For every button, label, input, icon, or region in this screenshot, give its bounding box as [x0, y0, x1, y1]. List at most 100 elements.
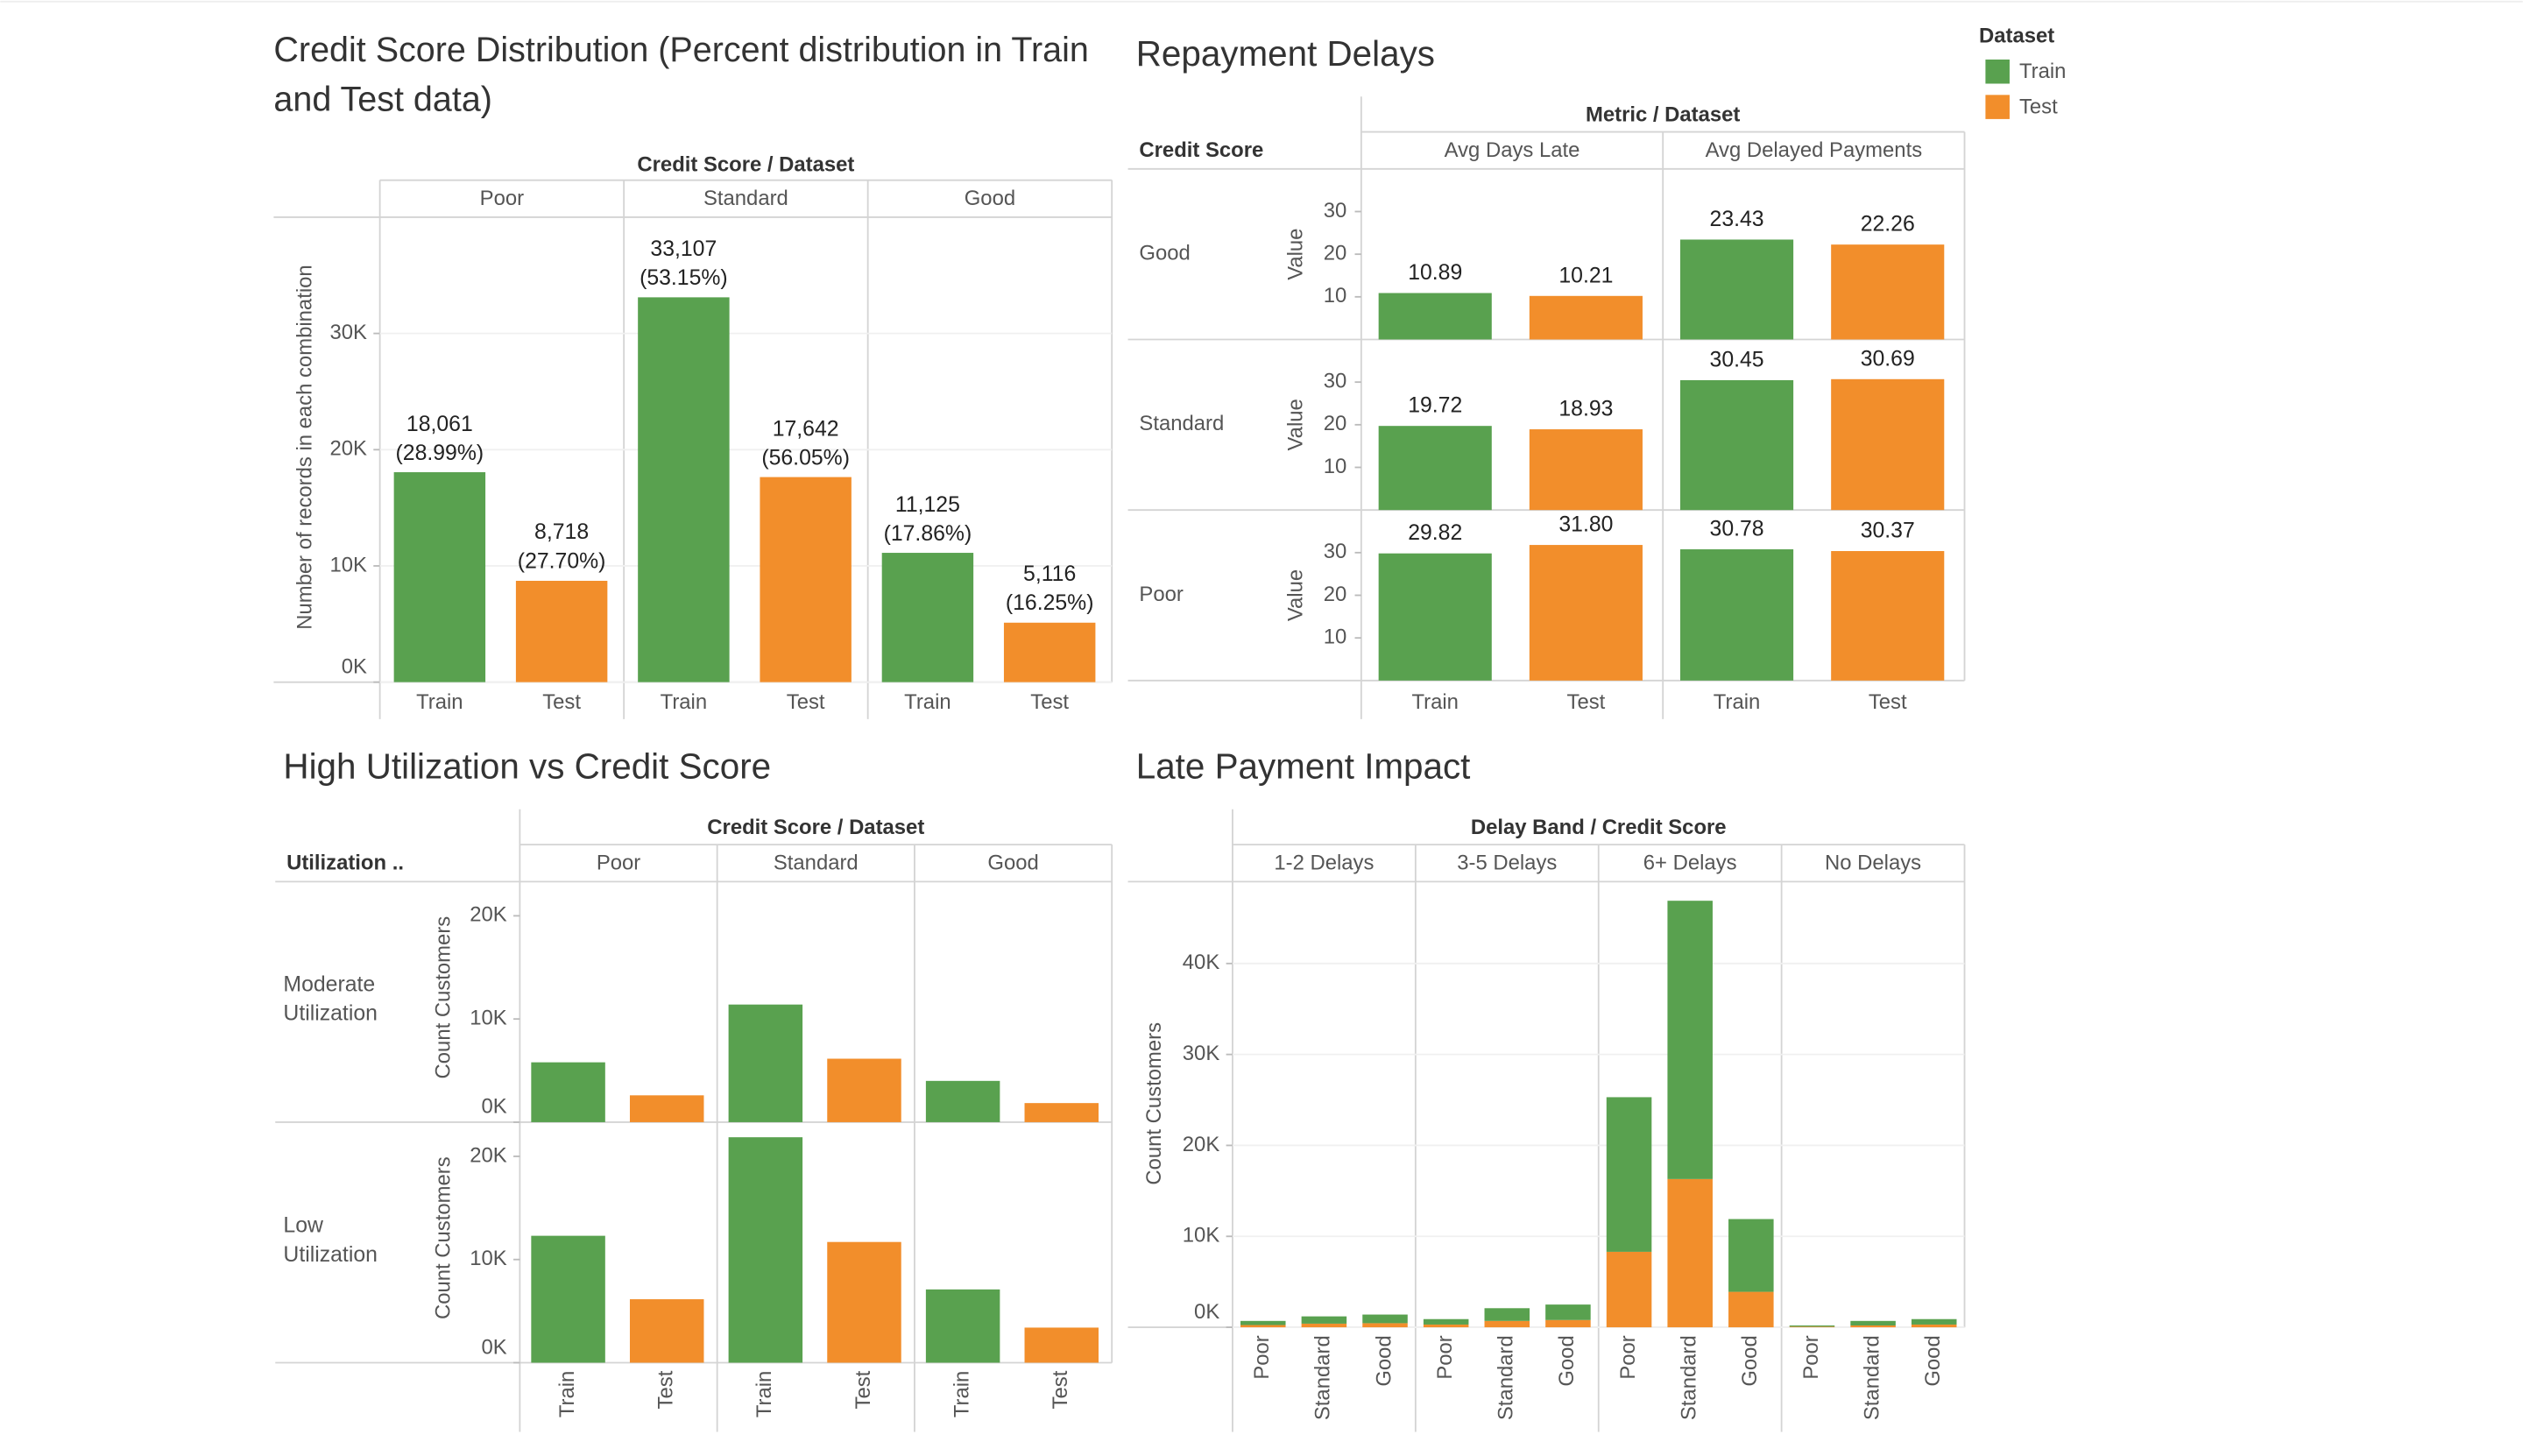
y-tick-label: 30K [329, 321, 367, 344]
bar [728, 1137, 803, 1363]
column-header: Credit Score / Dataset [707, 816, 924, 839]
value-label-box: 5,116 (16.25%) [1005, 561, 1094, 615]
y-tick-label: 10K [470, 1006, 507, 1029]
row-header: Utilization .. [286, 851, 404, 874]
bar [728, 1004, 803, 1122]
row-label: Low Utilization [283, 1212, 378, 1266]
bar [1024, 1327, 1099, 1363]
x-tick-label: Test [1049, 1370, 1072, 1409]
y-tick-label: 20 [1324, 241, 1347, 265]
y-tick-label: 20K [470, 903, 507, 927]
y-axis-title: Count Customers [1142, 1022, 1166, 1185]
y-tick-label: 0K [1194, 1300, 1219, 1324]
group-label: Good [987, 851, 1038, 874]
bar [1545, 1319, 1591, 1328]
value-label: 18.93 [1558, 398, 1613, 421]
bar [1423, 1318, 1469, 1325]
x-tick-label: Standard [1678, 1335, 1701, 1420]
bar [1667, 1178, 1713, 1328]
bar [1378, 426, 1492, 511]
legend-label: Test [2019, 95, 2058, 118]
y-tick-label: 0K [482, 1335, 507, 1359]
x-tick-label: Test [852, 1370, 875, 1409]
y-tick-label: 0K [342, 654, 367, 678]
value-label: 30.69 [1861, 347, 1915, 371]
row-label: Moderate Utilization [283, 972, 378, 1025]
bar [531, 1235, 605, 1363]
x-tick-label: Test [787, 690, 825, 714]
y-tick-label: 30 [1324, 540, 1347, 563]
value-label: 5,116 (16.25%) [1005, 561, 1094, 615]
group-label: Poor [597, 851, 640, 874]
legend-label: Train [2019, 60, 2066, 83]
metric-label: Avg Days Late [1445, 138, 1580, 162]
bar [1484, 1320, 1530, 1328]
y-axis-title: Value [1284, 399, 1308, 450]
group-label: Standard [703, 187, 788, 210]
group-label: 1-2 Delays [1274, 851, 1374, 874]
bar [1606, 1251, 1652, 1328]
y-tick-label: 0K [482, 1095, 507, 1119]
bar [531, 1062, 605, 1122]
bar [515, 580, 608, 682]
bar [1024, 1103, 1099, 1122]
value-label: 10.89 [1408, 261, 1462, 285]
legend-title: Dataset [1979, 25, 2054, 48]
y-tick-label: 10 [1324, 625, 1347, 648]
y-tick-label: 10K [470, 1247, 507, 1270]
column-header: Metric / Dataset [1586, 103, 1740, 127]
y-tick-label: 10 [1324, 455, 1347, 478]
x-tick-label: Train [416, 690, 463, 714]
x-tick-label: Poor [1799, 1335, 1823, 1379]
bar [1850, 1325, 1896, 1328]
bar [760, 477, 852, 682]
bar [827, 1241, 901, 1363]
bar [1728, 1291, 1774, 1328]
column-header: Credit Score / Dataset [637, 152, 854, 176]
row-label-box: Moderate Utilization [283, 972, 378, 1025]
bar [1301, 1323, 1347, 1328]
bar [1606, 1097, 1652, 1252]
y-tick-label: 30 [1324, 199, 1347, 223]
bar [1240, 1325, 1286, 1328]
y-tick-label: 10K [329, 553, 367, 576]
bar [1911, 1324, 1957, 1328]
x-tick-label: Test [1869, 690, 1907, 714]
group-label: Standard [774, 851, 859, 874]
x-tick-label: Test [1030, 690, 1069, 714]
group-label: Good [965, 187, 1015, 210]
x-tick-label: Train [904, 690, 951, 714]
bar [1301, 1316, 1347, 1324]
y-tick-label: 10K [1183, 1224, 1220, 1247]
bar [1831, 244, 1945, 340]
value-label: 30.78 [1710, 518, 1764, 541]
row-header: Credit Score [1139, 138, 1263, 162]
bar [881, 553, 974, 682]
x-tick-label: Good [1921, 1335, 1945, 1386]
value-label: 18,061 (28.99%) [395, 411, 484, 464]
y-tick-label: 20K [329, 437, 367, 461]
value-label-box: 33,107 (53.15%) [640, 237, 728, 290]
value-label: 23.43 [1710, 208, 1764, 231]
y-tick-label: 20K [470, 1143, 507, 1167]
bar [1679, 379, 1794, 511]
chart-title: Repayment Delays [1136, 33, 1435, 74]
column-header: Delay Band / Credit Score [1471, 816, 1727, 839]
bar [393, 472, 486, 682]
bar [1529, 429, 1643, 511]
x-tick-label: Train [753, 1371, 776, 1417]
bar [1831, 551, 1945, 681]
value-label: 30.37 [1861, 519, 1915, 543]
bar [1484, 1308, 1530, 1321]
x-tick-label: Good [1555, 1335, 1579, 1386]
x-tick-label: Good [1738, 1335, 1762, 1386]
bar [1529, 295, 1643, 340]
y-tick-label: 20 [1324, 583, 1347, 606]
metric-label: Avg Delayed Payments [1706, 138, 1923, 162]
value-label: 11,125 (17.86%) [883, 491, 972, 545]
y-tick-label: 30K [1183, 1042, 1220, 1065]
row-label: Poor [1139, 583, 1183, 606]
y-tick-label: 20 [1324, 412, 1347, 435]
